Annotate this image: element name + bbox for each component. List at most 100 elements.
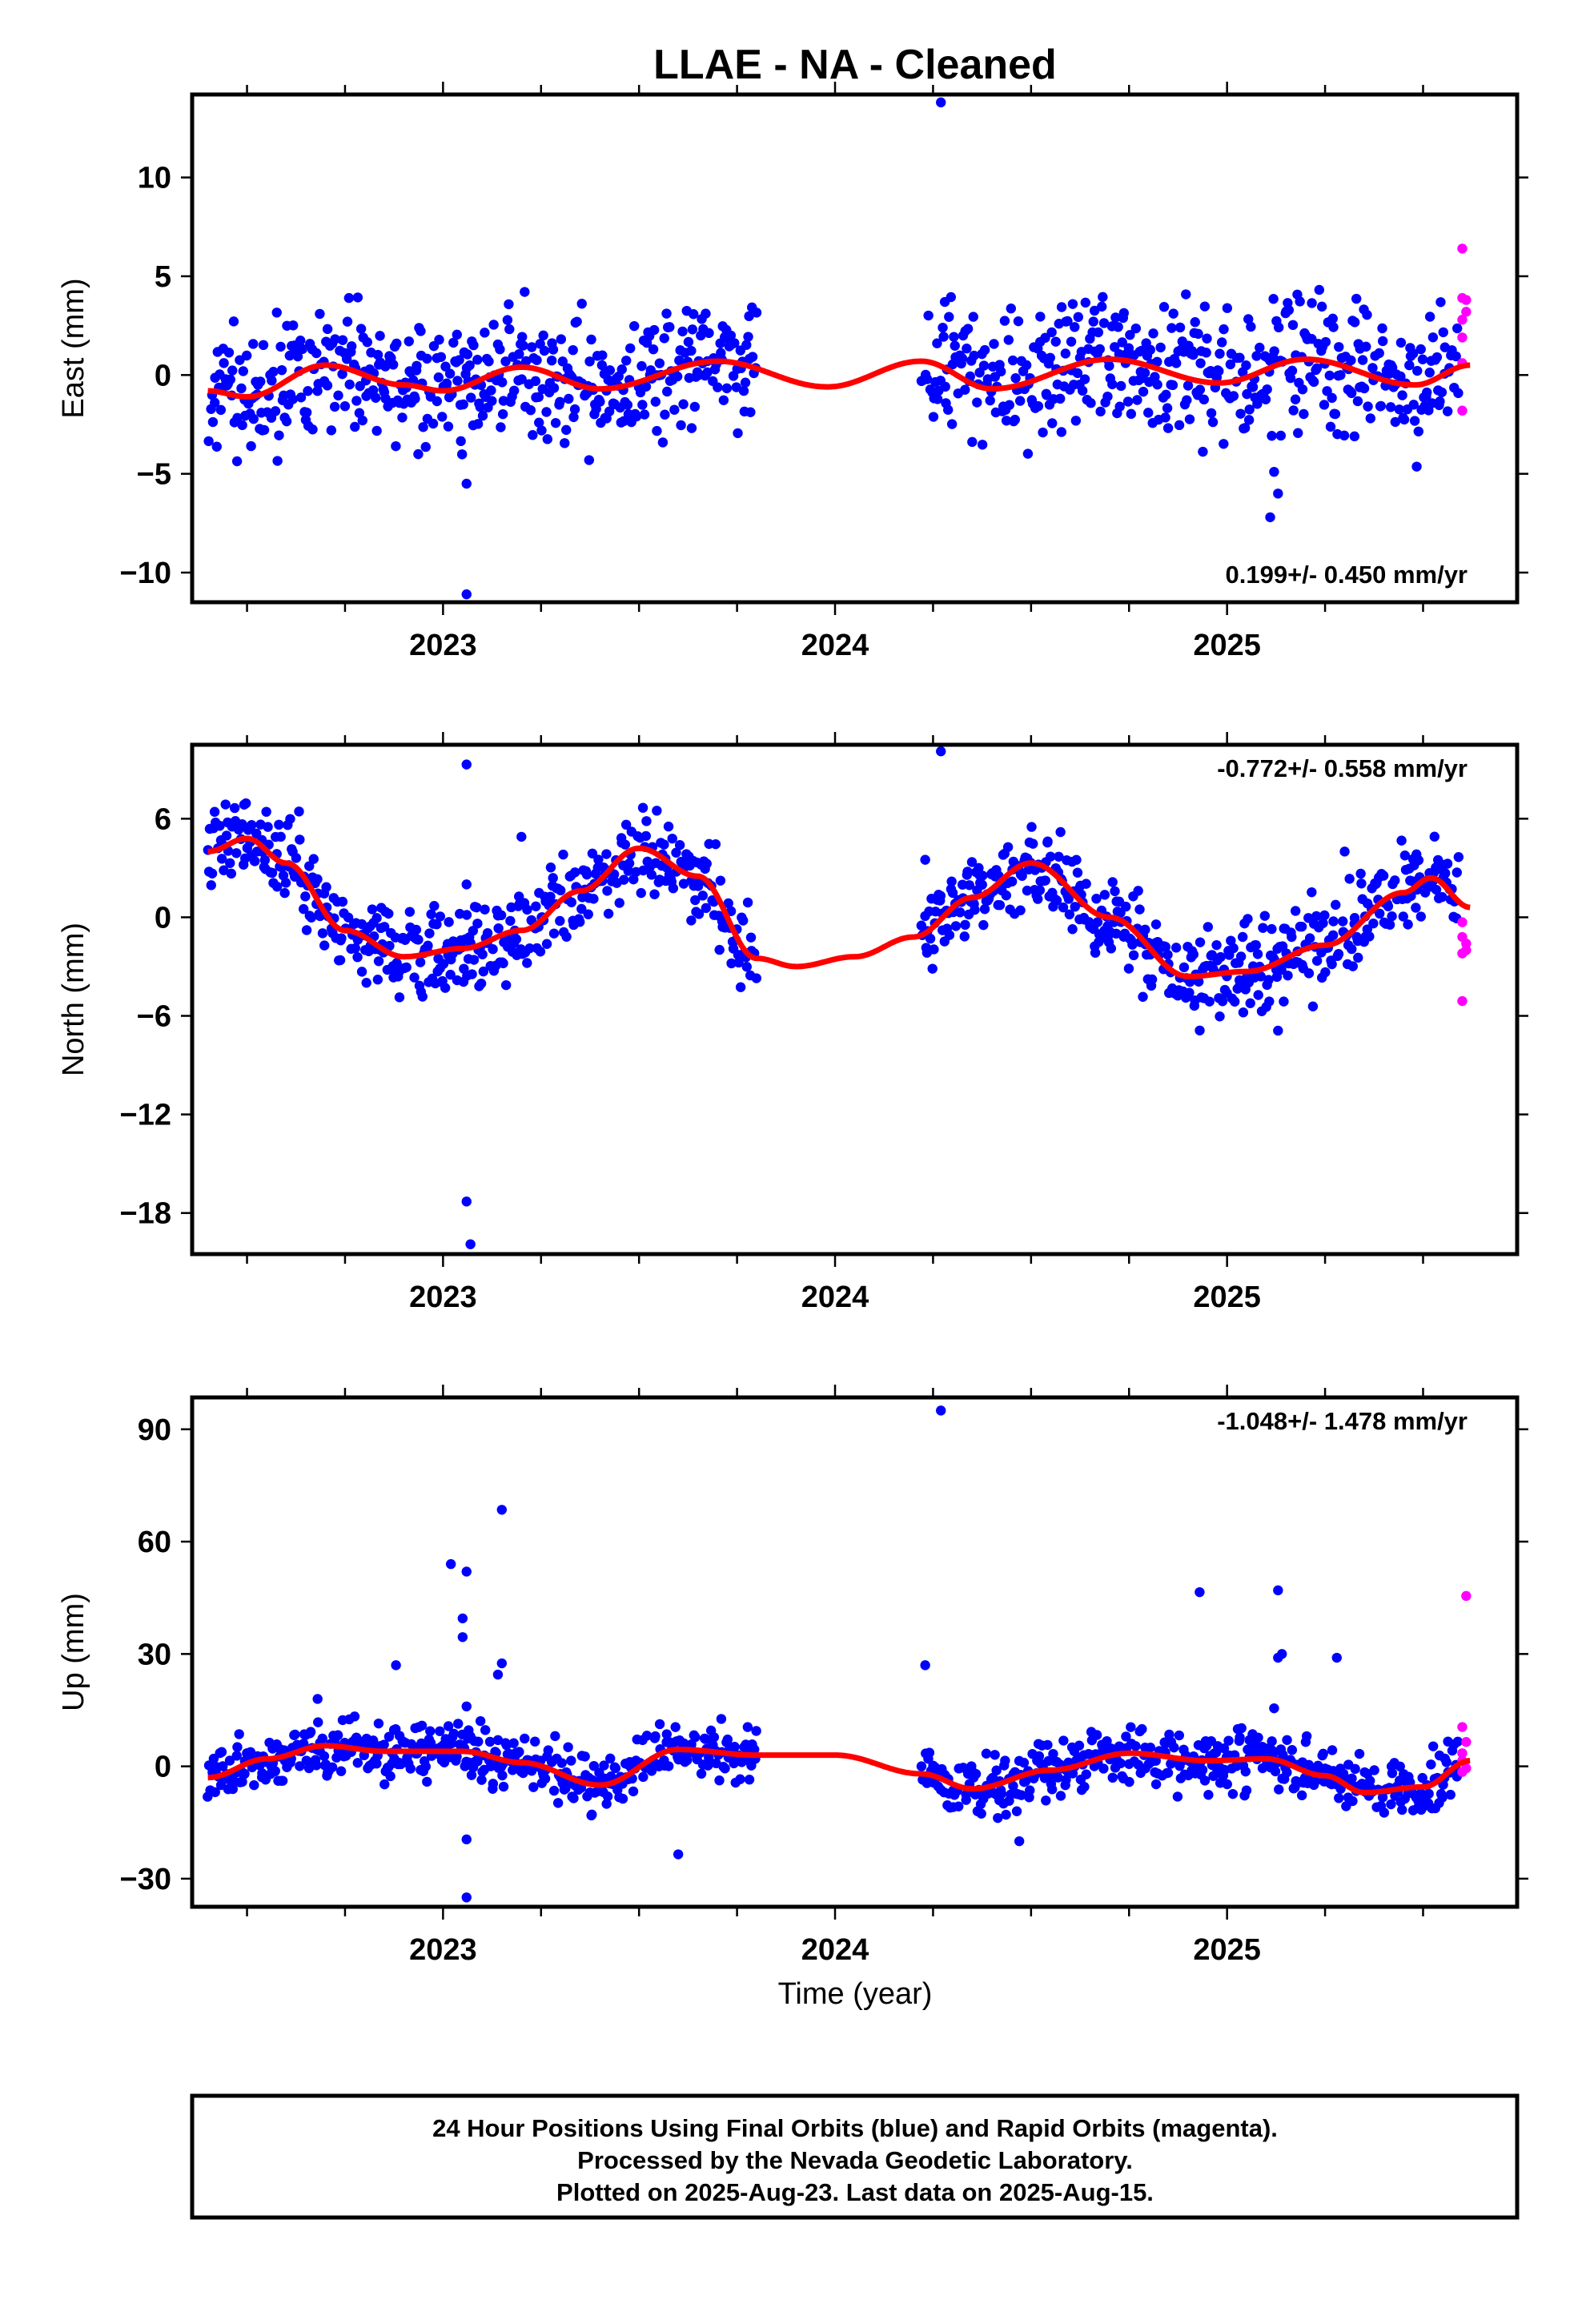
final-point — [1235, 408, 1246, 419]
final-point — [575, 916, 585, 927]
final-point — [215, 404, 227, 416]
final-point — [1377, 336, 1388, 347]
final-point — [1003, 335, 1014, 345]
final-point — [351, 396, 362, 406]
final-point — [480, 328, 490, 338]
final-point — [994, 900, 1006, 911]
final-point — [1086, 398, 1096, 408]
final-point — [305, 1727, 316, 1737]
final-point — [267, 867, 278, 879]
final-point — [1001, 416, 1012, 426]
final-point — [295, 1761, 305, 1771]
final-outlier-point — [461, 589, 472, 600]
final-point — [1169, 1742, 1179, 1753]
y-axis-label: North (mm) — [57, 923, 90, 1076]
final-point — [1290, 906, 1301, 916]
final-point — [417, 991, 428, 1002]
final-point — [968, 312, 978, 322]
final-point — [548, 344, 559, 355]
final-point — [696, 1768, 707, 1779]
final-point — [1054, 851, 1064, 862]
y-tick-label: −30 — [120, 1863, 171, 1896]
final-point — [484, 356, 494, 367]
final-point — [721, 383, 733, 394]
final-point — [1349, 317, 1360, 328]
final-outlier-point — [1269, 1703, 1279, 1714]
final-point — [1102, 1735, 1112, 1747]
final-point — [670, 1722, 681, 1732]
final-point — [566, 1755, 576, 1766]
final-point — [1236, 1723, 1247, 1734]
final-point — [690, 895, 701, 906]
final-point — [1047, 418, 1058, 428]
y-axis-label: Up (mm) — [57, 1593, 90, 1711]
figure-title: LLAE - NA - Cleaned — [653, 42, 1057, 88]
final-point — [287, 320, 299, 331]
y-tick-label: −10 — [120, 557, 171, 590]
final-point — [1259, 911, 1271, 921]
final-point — [584, 455, 595, 465]
final-point — [1347, 943, 1357, 955]
final-point — [686, 915, 697, 926]
final-point — [267, 376, 277, 386]
final-point — [227, 365, 238, 376]
final-point — [1060, 348, 1071, 359]
final-point — [745, 932, 757, 943]
final-point — [977, 440, 988, 450]
final-point — [1004, 400, 1014, 410]
final-point — [704, 328, 714, 339]
final-point — [231, 848, 242, 858]
final-point — [394, 992, 405, 1003]
final-point — [350, 943, 360, 954]
final-point — [545, 891, 556, 902]
final-point — [379, 1779, 390, 1790]
final-point — [1010, 414, 1020, 425]
final-point — [383, 908, 394, 919]
final-point — [1333, 949, 1344, 959]
final-point — [498, 958, 508, 969]
final-point — [1255, 971, 1267, 982]
final-outlier-point — [1265, 512, 1275, 523]
final-point — [1397, 390, 1407, 400]
final-point — [1311, 911, 1322, 922]
final-point — [959, 931, 970, 942]
final-point — [693, 909, 705, 919]
final-point — [1367, 363, 1378, 373]
rapid-point — [1457, 332, 1468, 343]
final-point — [1133, 886, 1143, 896]
final-point — [1056, 427, 1067, 437]
final-point — [272, 456, 283, 466]
final-point — [1395, 1761, 1405, 1772]
x-tick-label: 2024 — [801, 1933, 869, 1967]
final-point — [304, 861, 315, 871]
final-point — [1056, 302, 1067, 312]
final-point — [596, 360, 608, 371]
final-point — [276, 364, 287, 376]
final-point — [1264, 996, 1275, 1007]
final-point — [1146, 974, 1158, 985]
final-point — [1442, 858, 1453, 869]
final-point — [259, 854, 271, 866]
final-point — [661, 1729, 673, 1739]
final-point — [301, 407, 312, 418]
final-point — [1160, 412, 1170, 423]
final-point — [957, 353, 968, 364]
final-point — [659, 333, 669, 344]
final-point — [528, 430, 538, 440]
final-point — [477, 410, 488, 421]
final-point — [1155, 342, 1166, 353]
final-point — [749, 1744, 760, 1755]
final-point — [418, 422, 428, 432]
final-point — [1437, 1792, 1447, 1803]
final-point — [502, 315, 513, 325]
final-point — [966, 857, 978, 867]
final-point — [616, 364, 627, 375]
final-point — [1110, 886, 1120, 897]
final-point — [335, 955, 346, 966]
final-point — [637, 400, 648, 410]
final-point — [996, 1788, 1007, 1799]
final-point — [1174, 322, 1186, 333]
final-point — [614, 898, 624, 908]
final-point — [925, 933, 936, 944]
final-point — [1152, 356, 1162, 368]
